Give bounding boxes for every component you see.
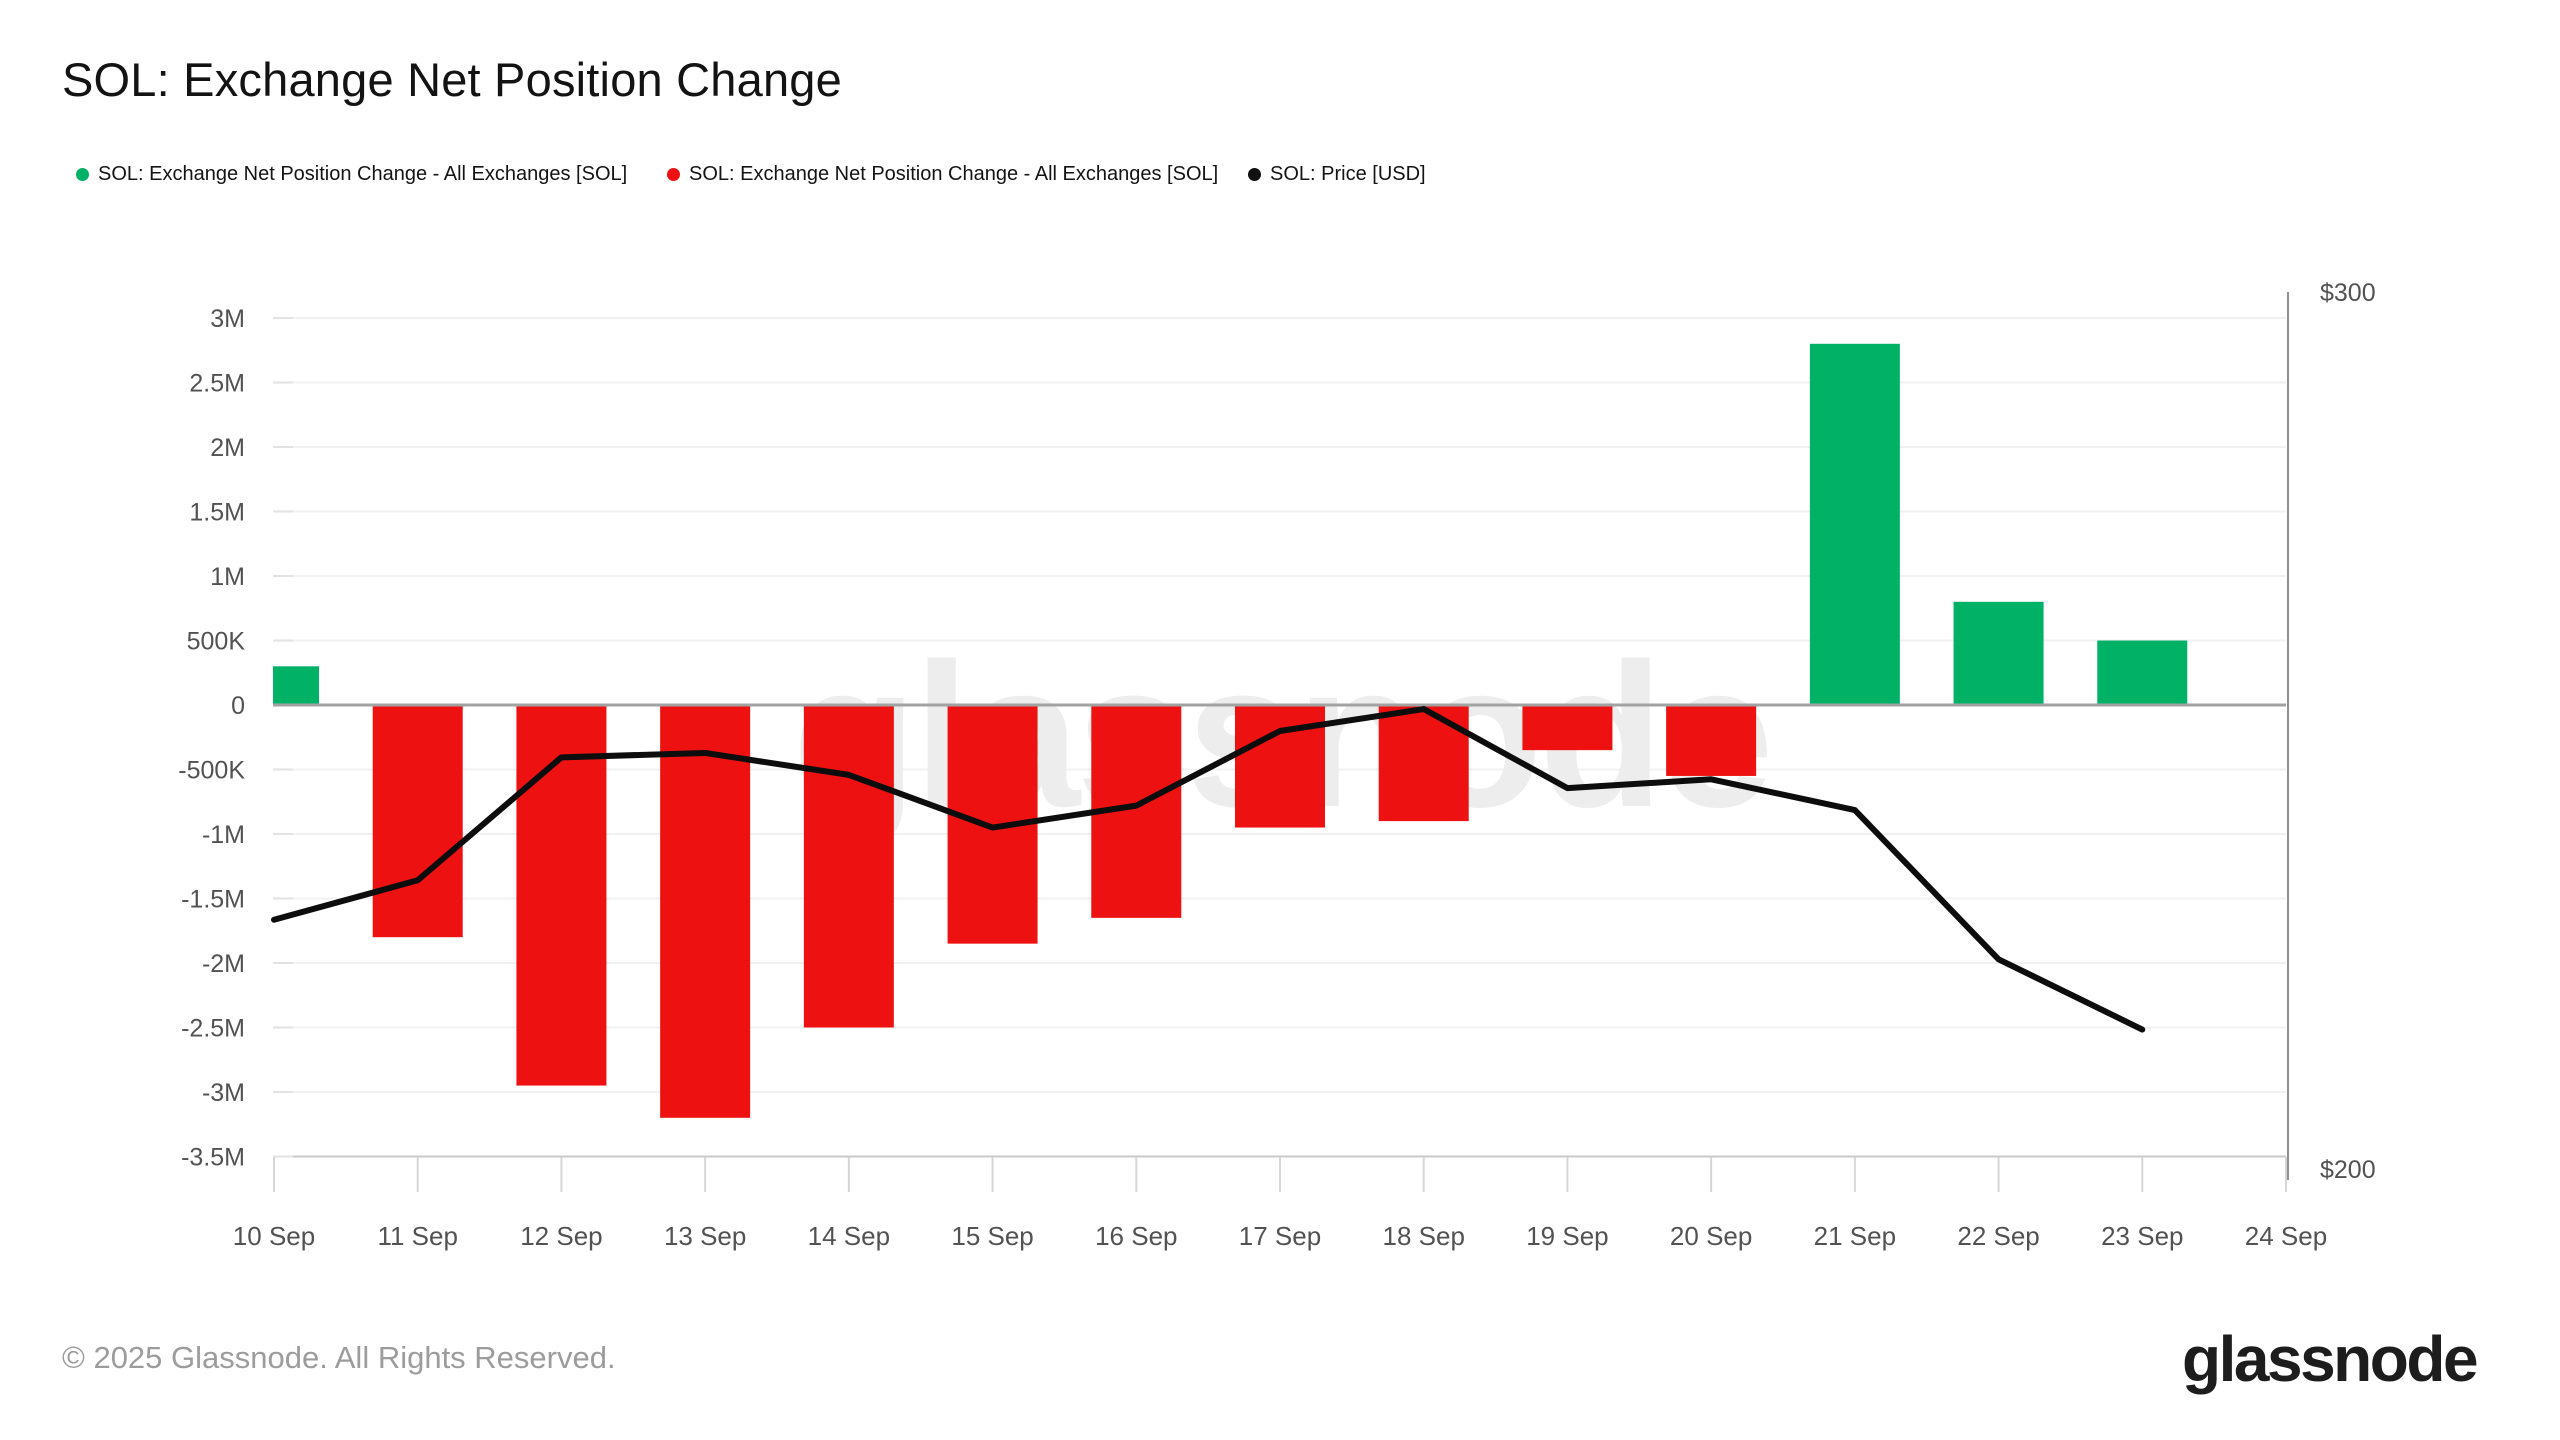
x-axis-tick-label: 16 Sep	[1095, 1221, 1177, 1251]
x-axis-tick-label: 22 Sep	[1957, 1221, 2039, 1251]
gridlines	[273, 317, 2286, 1158]
x-axis-tick-label: 14 Sep	[808, 1221, 890, 1251]
legend-label: SOL: Exchange Net Position Change - All …	[689, 163, 1219, 185]
x-axis-tick-label: 10 Sep	[233, 1221, 315, 1251]
right-axis-labels: $300 $200	[2320, 279, 2376, 1184]
x-axis-tick-label: 13 Sep	[664, 1221, 746, 1251]
legend-label: SOL: Price [USD]	[1270, 163, 1426, 185]
black-dot-icon	[1248, 168, 1261, 181]
left-axis-tick-label: 500K	[187, 628, 246, 656]
page-title: SOL: Exchange Net Position Change	[62, 53, 842, 106]
x-axis-tick-label: 20 Sep	[1670, 1221, 1752, 1251]
x-axis-tick-label: 11 Sep	[377, 1221, 457, 1251]
bar-18-sep	[1378, 705, 1469, 822]
left-axis-tick-label: -2.5M	[181, 1015, 245, 1043]
right-axis-top-label: $300	[2320, 279, 2376, 307]
left-axis-tick-label: 0	[231, 692, 245, 720]
x-axis-tick-label: 21 Sep	[1814, 1221, 1896, 1251]
left-axis-tick-label: 1M	[210, 563, 245, 591]
x-axis-tick-label: 18 Sep	[1383, 1221, 1465, 1251]
x-axis-tick-label: 19 Sep	[1526, 1221, 1608, 1251]
x-axis-labels: 10 Sep 11 Sep 12 Sep 13 Sep 14 Sep 15 Sep 16 S…	[233, 1221, 2327, 1251]
price-line	[271, 706, 2146, 1033]
legend-item-price[interactable]: SOL: Price [USD]	[1248, 163, 1426, 186]
left-axis-tick-label: -3M	[202, 1079, 245, 1107]
bar-14-sep	[803, 705, 894, 1028]
left-axis-tick-label: -1.5M	[181, 886, 245, 914]
bar-22-sep	[1953, 601, 2044, 705]
red-dot-icon	[667, 168, 680, 181]
copyright-text: © 2025 Glassnode. All Rights Reserved.	[62, 1340, 616, 1375]
net-position-change-bars	[273, 343, 2188, 1118]
left-axis-tick-label: 2.5M	[189, 370, 245, 398]
bar-19-sep	[1522, 705, 1613, 751]
x-axis-tick-label: 24 Sep	[2245, 1221, 2327, 1251]
left-axis-tick-label: -1M	[202, 821, 245, 849]
bar-23-sep	[2097, 640, 2188, 705]
legend-item-net-position-outflow[interactable]: SOL: Exchange Net Position Change - All …	[667, 163, 1218, 186]
green-dot-icon	[76, 168, 89, 181]
glassnode-logo: glassnode	[2182, 1323, 2479, 1395]
x-axis-tick-label: 17 Sep	[1239, 1221, 1321, 1251]
left-axis-tick-label: 2M	[210, 434, 245, 462]
left-axis-tick-label: -3.5M	[181, 1144, 245, 1172]
left-axis-tick-label: 1.5M	[189, 499, 245, 527]
right-axis-bottom-label: $200	[2320, 1156, 2376, 1184]
bar-10-sep	[273, 666, 319, 705]
x-axis-ticks	[273, 1157, 2287, 1192]
left-axis-tick-label: -2M	[202, 950, 245, 978]
bar-13-sep	[660, 705, 751, 1118]
bar-21-sep	[1809, 343, 1900, 705]
x-axis-tick-label: 15 Sep	[951, 1221, 1033, 1251]
left-axis-labels: 3M 2.5M 2M 1.5M 1M 500K 0 -500K -1M -1.5M -2M -2.5M…	[178, 305, 245, 1172]
left-axis-tick-label: 3M	[210, 305, 245, 333]
legend-item-net-position-inflow[interactable]: SOL: Exchange Net Position Change - All …	[76, 163, 627, 186]
bar-12-sep	[516, 705, 607, 1086]
bar-11-sep	[372, 705, 463, 938]
bar-20-sep	[1666, 705, 1757, 776]
x-axis-tick-label: 23 Sep	[2101, 1221, 2183, 1251]
legend-label: SOL: Exchange Net Position Change - All …	[98, 163, 628, 185]
x-axis-tick-label: 12 Sep	[520, 1221, 602, 1251]
left-axis-tick-label: -500K	[178, 757, 245, 785]
